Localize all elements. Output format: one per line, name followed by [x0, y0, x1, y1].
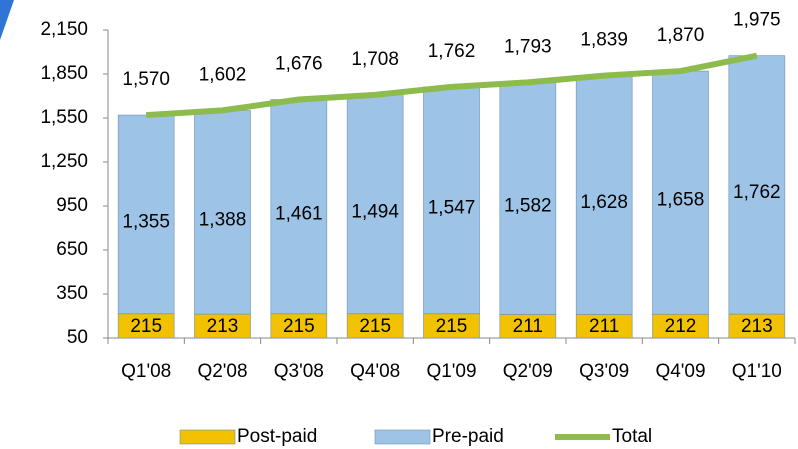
data-label: 211 — [513, 316, 543, 337]
data-label: 1,839 — [580, 30, 628, 51]
data-label: 1,570 — [122, 69, 170, 90]
legend-swatch — [179, 429, 236, 445]
y-tick-label: 2,150 — [40, 19, 88, 40]
bar-segment — [728, 55, 786, 315]
total-line — [145, 52, 758, 119]
y-tick-label: 1,250 — [40, 151, 88, 172]
data-label: 215 — [359, 316, 391, 337]
y-tick-label: 1,850 — [40, 63, 88, 84]
bar-segment — [346, 313, 404, 339]
y-tick-label: 650 — [56, 239, 88, 260]
bar-segment — [423, 86, 480, 315]
data-label: 215 — [436, 316, 468, 337]
data-label: 1,708 — [351, 49, 399, 70]
data-label: 1,793 — [504, 36, 552, 57]
x-tick-label: Q3'08 — [274, 361, 324, 382]
x-tick-label: Q2'08 — [197, 361, 247, 382]
corner-decoration — [0, 0, 14, 40]
x-tick-label: Q2'09 — [503, 361, 553, 382]
x-tick-label: Q1'10 — [732, 361, 782, 382]
bar-segment — [423, 313, 480, 339]
data-label: 1,870 — [657, 25, 705, 46]
bar-segment — [194, 110, 251, 315]
x-tick-label: Q1'08 — [121, 361, 171, 382]
data-label: 1,762 — [428, 41, 476, 62]
bar-segment — [270, 99, 328, 315]
y-tick-label: 350 — [56, 283, 88, 304]
bar-segment — [499, 82, 557, 315]
data-label: 1,602 — [199, 64, 247, 85]
data-label: 1,676 — [275, 54, 323, 75]
y-tick-label: 50 — [67, 327, 88, 348]
data-label: 215 — [130, 316, 162, 337]
bar-segment — [117, 313, 175, 339]
data-label: 1,355 — [122, 211, 170, 232]
data-label: 1,628 — [580, 192, 628, 213]
bar-segment — [270, 313, 328, 339]
data-label: 1,461 — [275, 204, 323, 225]
legend-label: Post-paid — [237, 426, 317, 447]
data-label: 1,975 — [733, 10, 781, 31]
x-tick-label: Q4'08 — [350, 361, 400, 382]
y-tick-label: 1,550 — [40, 107, 88, 128]
x-tick-label: Q1'09 — [426, 361, 476, 382]
legend-label: Total — [612, 426, 652, 447]
x-tick-label: Q3'09 — [579, 361, 629, 382]
data-label: 1,547 — [428, 197, 476, 218]
bar-segment — [575, 75, 633, 315]
data-label: 213 — [207, 316, 239, 337]
x-tick-label: Q4'09 — [655, 361, 705, 382]
bar-segment — [346, 94, 404, 315]
data-label: 1,658 — [657, 190, 705, 211]
y-tick-label: 950 — [56, 195, 88, 216]
legend-swatch — [374, 429, 431, 445]
data-label: 213 — [741, 316, 773, 337]
data-label: 211 — [589, 316, 619, 337]
legend-label: Pre-paid — [432, 426, 504, 447]
data-label: 1,494 — [351, 201, 399, 222]
data-label: 1,582 — [504, 195, 552, 216]
bar-segment — [117, 114, 175, 315]
data-label: 215 — [283, 316, 315, 337]
data-label: 212 — [665, 316, 697, 337]
data-label: 1,388 — [199, 209, 247, 230]
data-label: 1,762 — [733, 182, 781, 203]
